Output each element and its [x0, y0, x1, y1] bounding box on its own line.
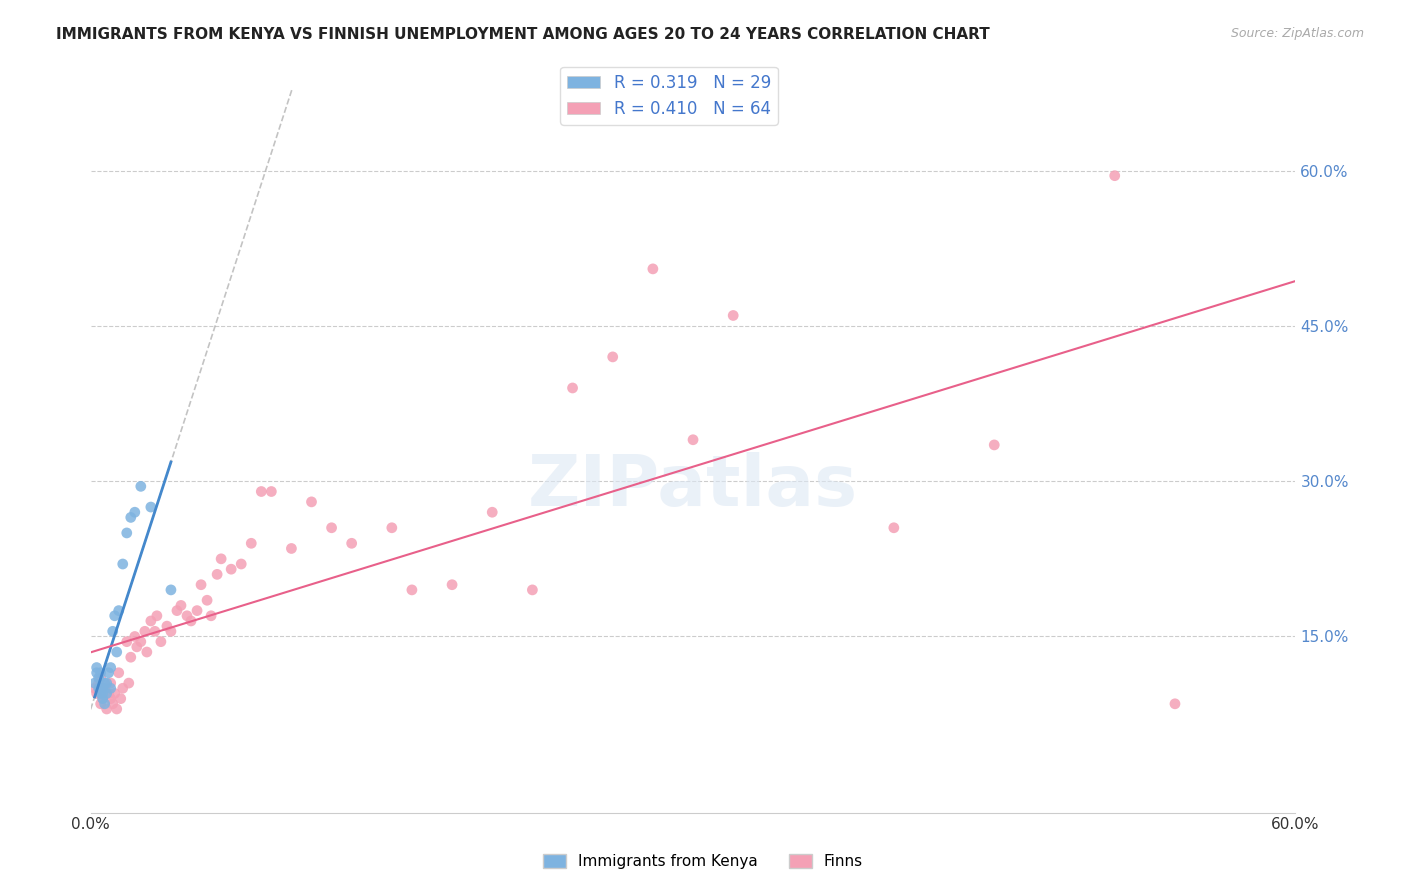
Point [107, 604, 129, 618]
Point [561, 381, 583, 395]
Point [166, 604, 188, 618]
Point [186, 604, 208, 618]
Point [682, 433, 704, 447]
Point [91, 681, 114, 696]
Point [100, 676, 122, 690]
Point [135, 645, 157, 659]
Point [129, 634, 152, 648]
Point [195, 593, 218, 607]
Text: Source: ZipAtlas.com: Source: ZipAtlas.com [1230, 27, 1364, 40]
Point [139, 614, 162, 628]
Point [200, 608, 222, 623]
Point [93, 676, 115, 690]
Point [250, 484, 273, 499]
Point [91, 691, 114, 706]
Point [115, 634, 138, 648]
Point [101, 624, 124, 639]
Point [93, 681, 115, 696]
Point [170, 599, 193, 613]
Point [87, 671, 110, 685]
Point [90, 665, 112, 680]
Legend: Immigrants from Kenya, Finns: Immigrants from Kenya, Finns [537, 848, 869, 875]
Point [90, 681, 112, 696]
Point [111, 557, 134, 571]
Point [301, 495, 323, 509]
Point [139, 500, 162, 514]
Point [381, 521, 404, 535]
Point [602, 350, 624, 364]
Point [107, 665, 129, 680]
Point [87, 676, 110, 690]
Point [97, 686, 120, 700]
Point [160, 624, 183, 639]
Point [219, 562, 242, 576]
Point [260, 484, 283, 499]
Point [120, 650, 142, 665]
Point [125, 640, 148, 654]
Point [983, 438, 1005, 452]
Point [149, 634, 172, 648]
Point [90, 671, 112, 685]
Point [321, 521, 343, 535]
Point [105, 645, 128, 659]
Point [83, 676, 105, 690]
Point [156, 619, 179, 633]
Point [96, 702, 118, 716]
Point [883, 521, 905, 535]
Point [721, 309, 744, 323]
Point [176, 608, 198, 623]
Point [91, 686, 114, 700]
Point [209, 551, 232, 566]
Point [86, 665, 108, 680]
Point [129, 479, 152, 493]
Point [340, 536, 363, 550]
Point [120, 510, 142, 524]
Point [111, 681, 134, 696]
Point [481, 505, 503, 519]
Point [104, 686, 127, 700]
Point [97, 665, 120, 680]
Point [90, 697, 112, 711]
Point [180, 614, 202, 628]
Point [231, 557, 253, 571]
Point [160, 582, 183, 597]
Point [100, 691, 122, 706]
Point [115, 525, 138, 540]
Point [104, 608, 127, 623]
Point [93, 697, 115, 711]
Point [91, 691, 114, 706]
Point [146, 608, 169, 623]
Point [401, 582, 423, 597]
Point [124, 505, 146, 519]
Point [205, 567, 228, 582]
Point [86, 660, 108, 674]
Text: IMMIGRANTS FROM KENYA VS FINNISH UNEMPLOYMENT AMONG AGES 20 TO 24 YEARS CORRELAT: IMMIGRANTS FROM KENYA VS FINNISH UNEMPLO… [56, 27, 990, 42]
Point [280, 541, 302, 556]
Point [134, 624, 156, 639]
Point [96, 686, 118, 700]
Point [522, 582, 544, 597]
Point [101, 697, 124, 711]
Point [105, 702, 128, 716]
Point [441, 578, 464, 592]
Point [83, 681, 105, 696]
Point [1164, 697, 1187, 711]
Point [240, 536, 263, 550]
Point [90, 686, 112, 700]
Point [124, 630, 146, 644]
Text: ZIPatlas: ZIPatlas [529, 452, 858, 521]
Legend: R = 0.319   N = 29, R = 0.410   N = 64: R = 0.319 N = 29, R = 0.410 N = 64 [561, 67, 778, 125]
Point [1104, 169, 1126, 183]
Point [118, 676, 141, 690]
Point [110, 691, 132, 706]
Point [143, 624, 166, 639]
Point [641, 261, 664, 276]
Point [86, 686, 108, 700]
Point [96, 676, 118, 690]
Point [87, 681, 110, 696]
Point [190, 578, 212, 592]
Point [100, 681, 122, 696]
Point [100, 660, 122, 674]
